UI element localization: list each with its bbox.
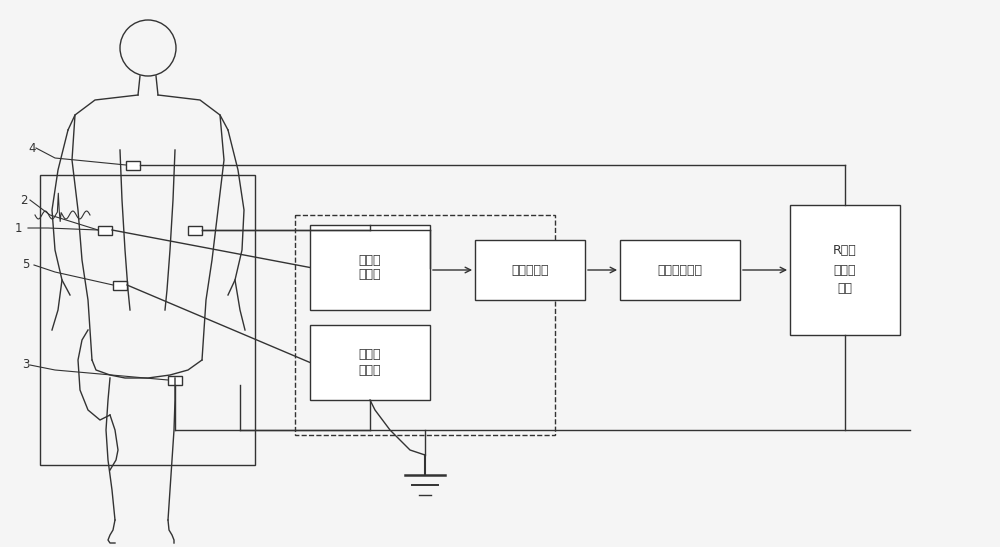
Text: 右腿驱
动电路: 右腿驱 动电路 bbox=[359, 348, 381, 376]
Text: 无源线
性网络: 无源线 性网络 bbox=[359, 253, 381, 282]
Bar bbox=[188, 225, 202, 235]
Bar bbox=[40, 175, 255, 465]
Bar bbox=[126, 160, 140, 170]
Bar bbox=[168, 375, 182, 385]
Text: 4: 4 bbox=[28, 142, 36, 154]
Bar bbox=[790, 205, 900, 335]
Text: 1: 1 bbox=[15, 222, 22, 235]
Bar bbox=[98, 225, 112, 235]
Text: 5: 5 bbox=[22, 259, 29, 271]
Bar bbox=[310, 325, 430, 400]
Bar bbox=[310, 225, 430, 310]
Bar bbox=[295, 215, 555, 435]
Bar bbox=[620, 240, 740, 300]
Text: 2: 2 bbox=[20, 194, 28, 207]
Text: R波识
别触发
电路: R波识 别触发 电路 bbox=[833, 245, 857, 295]
Text: 模数转换器: 模数转换器 bbox=[511, 264, 549, 276]
Text: 电刀待机模块: 电刀待机模块 bbox=[658, 264, 702, 276]
Text: 3: 3 bbox=[22, 358, 29, 371]
Bar bbox=[475, 240, 585, 300]
Bar bbox=[113, 281, 127, 289]
